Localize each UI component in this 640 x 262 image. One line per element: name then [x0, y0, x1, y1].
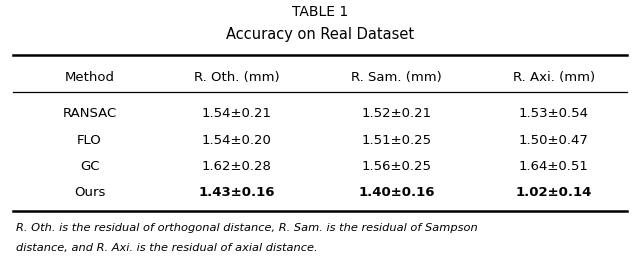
Text: 1.40±0.16: 1.40±0.16: [358, 186, 435, 199]
Text: FLO: FLO: [77, 134, 102, 147]
Text: RANSAC: RANSAC: [63, 107, 116, 121]
Text: Method: Method: [65, 71, 115, 84]
Text: 1.54±0.21: 1.54±0.21: [202, 107, 272, 121]
Text: 1.51±0.25: 1.51±0.25: [362, 134, 432, 147]
Text: distance, and R. Axi. is the residual of axial distance.: distance, and R. Axi. is the residual of…: [16, 243, 317, 253]
Text: TABLE 1: TABLE 1: [292, 5, 348, 19]
Text: 1.54±0.20: 1.54±0.20: [202, 134, 272, 147]
Text: 1.64±0.51: 1.64±0.51: [518, 160, 589, 173]
Text: Accuracy on Real Dataset: Accuracy on Real Dataset: [226, 26, 414, 42]
Text: 1.02±0.14: 1.02±0.14: [515, 186, 592, 199]
Text: 1.56±0.25: 1.56±0.25: [362, 160, 432, 173]
Text: GC: GC: [80, 160, 99, 173]
Text: R. Axi. (mm): R. Axi. (mm): [513, 71, 595, 84]
Text: R. Sam. (mm): R. Sam. (mm): [351, 71, 442, 84]
Text: Ours: Ours: [74, 186, 106, 199]
Text: 1.62±0.28: 1.62±0.28: [202, 160, 272, 173]
Text: 1.50±0.47: 1.50±0.47: [518, 134, 589, 147]
Text: 1.52±0.21: 1.52±0.21: [362, 107, 432, 121]
Text: 1.43±0.16: 1.43±0.16: [198, 186, 275, 199]
Text: R. Oth. is the residual of orthogonal distance, R. Sam. is the residual of Samps: R. Oth. is the residual of orthogonal di…: [16, 223, 477, 233]
Text: 1.53±0.54: 1.53±0.54: [518, 107, 589, 121]
Text: R. Oth. (mm): R. Oth. (mm): [194, 71, 280, 84]
